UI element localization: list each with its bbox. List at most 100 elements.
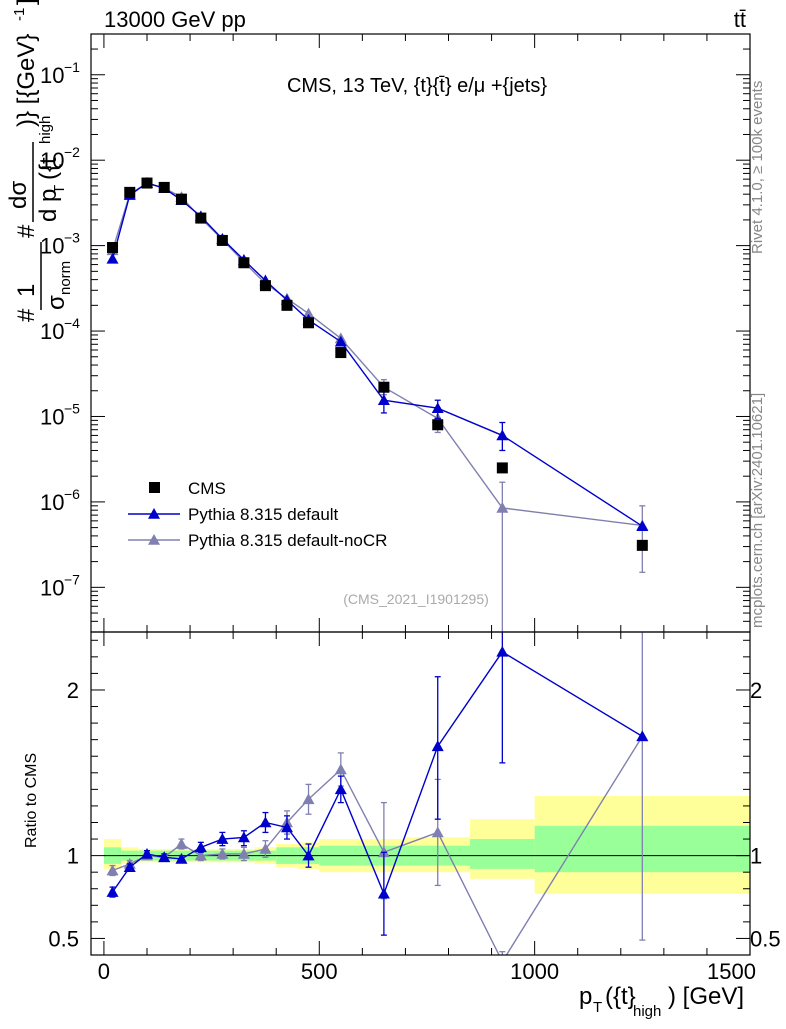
legend-marker-cms — [149, 482, 160, 493]
main-point-cms — [496, 462, 508, 474]
main-y-tick-exponent: −2 — [64, 144, 80, 160]
ratio-series-default — [106, 632, 649, 936]
main-series-default — [106, 177, 649, 531]
ratio-point-default — [302, 849, 315, 861]
y-title-norm: norm — [57, 261, 74, 295]
ratio-point-default — [158, 851, 171, 863]
analysis-id-watermark: (CMS_2021_I1901295) — [343, 591, 489, 607]
main-point-default — [334, 335, 347, 347]
x-tick-label: 0 — [98, 959, 110, 984]
main-point-default — [431, 402, 444, 413]
mcplots-label: mcplots.cern.ch [arXiv:2401.10621] — [749, 393, 766, 628]
main-y-tick-exponent: −6 — [64, 486, 80, 502]
main-y-tick-label: 10 −1 — [40, 59, 80, 88]
main-point-cms — [432, 419, 444, 431]
ratio-point-default — [123, 861, 136, 873]
ratio-point-default — [175, 852, 188, 864]
main-y-tick-label: 10 −6 — [40, 486, 80, 515]
ratio-point-default — [496, 645, 509, 657]
main-point-nocr — [302, 307, 315, 319]
main-y-tick-label: 10 −2 — [40, 144, 80, 173]
ratio-point-default — [106, 886, 119, 897]
x-tick-label: 500 — [301, 959, 338, 984]
ratio-point-default — [377, 887, 390, 899]
main-point-default — [496, 429, 509, 441]
main-point-cms — [124, 186, 136, 198]
ratio-frame — [90, 631, 751, 956]
main-point-default — [636, 520, 649, 531]
main-y-tick-exponent: −7 — [64, 571, 80, 587]
main-point-cms — [335, 347, 347, 359]
ratio-point-default — [431, 740, 444, 752]
ratio-point-default — [237, 831, 250, 843]
ratio-y-tick-label: 0.5 — [48, 926, 79, 951]
main-y-tick-base: 10 — [40, 148, 64, 173]
main-point-cms — [158, 181, 170, 193]
main-y-tick-exponent: −3 — [64, 230, 80, 246]
y-title-dsigma: dσ — [5, 181, 32, 209]
x-title-t-sub: T — [593, 999, 602, 1016]
main-point-cms — [141, 177, 153, 189]
ratio-point-default — [194, 841, 207, 853]
y-title-units: )} [{GeV} — [13, 34, 40, 127]
y-title-high: high — [37, 116, 54, 144]
beam-label: 13000 GeV pp — [104, 7, 246, 32]
main-y-tick-base: 10 — [40, 404, 64, 429]
main-point-cms — [216, 234, 228, 246]
main-point-cms — [175, 193, 187, 205]
y-title-t: ({t — [35, 157, 62, 180]
main-point-cms — [259, 280, 271, 292]
ratio-line-nocr — [112, 735, 643, 955]
ratio-y-tick-label-right: 1 — [750, 844, 762, 869]
ratio-point-default — [280, 821, 293, 833]
ratio-point-nocr — [496, 956, 508, 967]
ratio-point-nocr — [175, 838, 188, 849]
main-point-default — [377, 394, 390, 406]
analysis-title: CMS, 13 TeV, {t}{t̄} e/μ +{jets} — [287, 75, 547, 97]
main-point-cms — [238, 257, 250, 269]
y-title-unit-exp: -1 — [11, 8, 28, 21]
main-point-cms — [378, 381, 390, 393]
main-line-default — [111, 182, 643, 527]
x-tick-label: 1000 — [510, 959, 559, 984]
main-y-tick-exponent: −5 — [64, 400, 80, 416]
main-point-cms — [281, 299, 293, 311]
main-y-tick-label: 10 −7 — [40, 571, 80, 600]
main-y-axis-title: # 1 σ norm # dσ d p T ({t high )} [{GeV}… — [5, 0, 74, 322]
main-point-cms — [303, 317, 315, 329]
main-y-tick-label: 10 −3 — [40, 230, 80, 259]
legend: CMS Pythia 8.315 default Pythia 8.315 defa… — [128, 479, 387, 550]
ratio-y-axis-title: Ratio to CMS — [23, 753, 40, 848]
ratio-point-nocr — [334, 763, 347, 775]
ratio-point-nocr — [194, 849, 207, 861]
legend-label-cms: CMS — [188, 479, 226, 498]
main-y-tick-label: 10 −5 — [40, 400, 80, 429]
main-point-cms — [195, 212, 207, 224]
main-point-nocr — [496, 501, 509, 513]
main-y-tick-exponent: −4 — [64, 315, 80, 331]
ratio-y-tick-label: 1 — [67, 844, 79, 869]
ratio-point-default — [216, 833, 229, 844]
main-y-tick-base: 10 — [40, 490, 64, 515]
ratio-point-nocr — [106, 864, 119, 876]
ratio-point-default — [140, 847, 153, 859]
x-title-t: ({t} — [605, 983, 636, 1010]
main-y-tick-base: 10 — [40, 63, 64, 88]
rivet-version-label: Rivet 4.1.0, ≥ 100k events — [749, 81, 766, 254]
ratio-panel: 0.5 0.5 1 1 2 2 0 500 1000 1500 — [48, 631, 781, 984]
main-series-cms — [107, 177, 648, 551]
ratio-band-inner — [470, 839, 535, 869]
y-title-frac-num-1: 1 — [13, 284, 40, 297]
y-title-t-sub: T — [51, 185, 68, 194]
ratio-point-nocr — [216, 847, 229, 859]
legend-marker-default — [148, 508, 160, 519]
x-title-p: p — [579, 983, 592, 1010]
ratio-y-tick-label-right: 2 — [750, 678, 762, 703]
main-y-tick-exponent: −1 — [64, 59, 80, 75]
process-label: tt̄ — [734, 7, 746, 32]
x-title-high: high — [633, 1003, 661, 1020]
main-y-tick-label: 10 −4 — [40, 315, 80, 344]
legend-label-default: Pythia 8.315 default — [188, 505, 339, 524]
y-title-sigma: σ — [43, 295, 70, 310]
